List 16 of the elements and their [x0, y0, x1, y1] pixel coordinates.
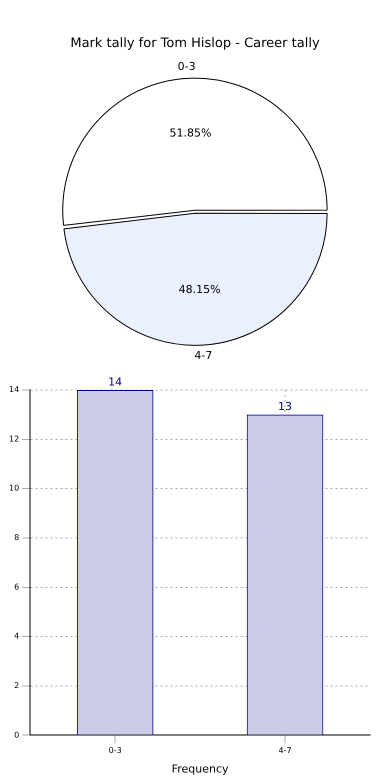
y-tick-label: 12	[8, 434, 20, 444]
chart-title: Mark tally for Tom Hislop - Career tally	[70, 36, 320, 52]
y-tick-label: 4	[14, 632, 20, 641]
y-tick-label: 0	[14, 730, 20, 740]
slice-label: 0-3	[178, 60, 196, 74]
y-tick-label: 10	[8, 484, 20, 493]
y-tick-label: 6	[14, 582, 20, 592]
y-tick-label: 2	[14, 680, 20, 690]
data-label: 48.15%	[178, 282, 221, 296]
slice-label: 4-7	[194, 349, 212, 362]
data-label: 13	[278, 400, 292, 414]
y-tick-label: 8	[14, 533, 20, 542]
y-tick-label: 14	[8, 385, 20, 394]
data-label: 14	[108, 375, 122, 388]
data-label: 51.85%	[169, 126, 212, 140]
x-axis-title: Frequency	[172, 762, 229, 776]
